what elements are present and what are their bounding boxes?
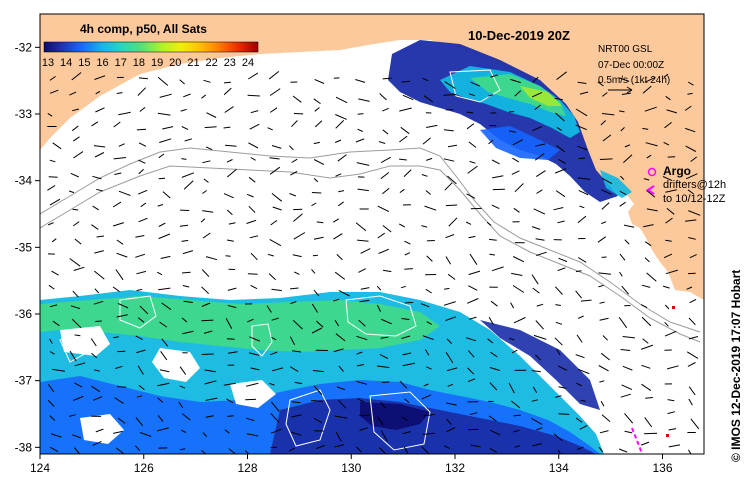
colorbar-tick-label: 20 xyxy=(169,57,181,69)
current-vector xyxy=(95,321,102,322)
longitude-axis: 124 126 128 130 132 134 136 xyxy=(30,454,673,475)
lat-tick-label: -35 xyxy=(15,240,33,254)
current-vector xyxy=(404,269,413,270)
lon-tick-label: 136 xyxy=(652,461,672,475)
colorbar-title: 4h comp, p50, All Sats xyxy=(80,22,207,36)
lat-tick-label: -32 xyxy=(15,40,33,54)
current-vector xyxy=(644,433,657,434)
vector-scale-label: 0.5m/s (1kt 24h) xyxy=(598,75,670,86)
product-label: NRT00 GSL xyxy=(598,44,653,55)
lon-tick-label: 128 xyxy=(237,461,257,475)
lon-tick-label: 132 xyxy=(445,461,465,475)
current-vector xyxy=(559,414,570,415)
current-vector xyxy=(600,159,613,160)
credit-label: © IMOS 12-Dec-2019 17:07 Hobart xyxy=(729,270,743,462)
colorbar-tick-label: 22 xyxy=(206,57,218,69)
current-vector xyxy=(382,382,389,383)
lat-tick-label: -36 xyxy=(15,307,33,321)
current-vector xyxy=(182,272,191,273)
current-vector xyxy=(159,178,165,179)
current-vector xyxy=(49,177,58,178)
current-vector xyxy=(446,205,457,206)
current-vector xyxy=(202,354,214,355)
current-vector xyxy=(358,114,364,115)
lon-tick-label: 134 xyxy=(549,461,569,475)
vector-time-label: 07-Dec 00:00Z xyxy=(598,60,664,71)
current-vector xyxy=(224,82,231,83)
current-vector xyxy=(313,255,318,256)
colorbar-tick-label: 23 xyxy=(224,57,236,69)
argo-label: Argo xyxy=(663,164,691,178)
map-title: 10-Dec-2019 20Z xyxy=(468,28,570,43)
colorbar-tick-label: 17 xyxy=(115,57,127,69)
colorbar-gradient xyxy=(44,42,258,52)
colorbar-tick-label: 19 xyxy=(151,57,163,69)
current-vector xyxy=(359,415,370,416)
lon-tick-label: 124 xyxy=(30,461,50,475)
current-vector xyxy=(117,387,126,388)
colorbar-tick-label: 13 xyxy=(42,57,54,69)
drifter-sublabel: to 10/12-12Z xyxy=(663,193,726,205)
colorbar-tick-label: 24 xyxy=(242,57,254,69)
lat-tick-label: -34 xyxy=(15,174,33,188)
drifter-label: drifters@12h xyxy=(663,179,726,191)
lat-tick-label: -38 xyxy=(15,440,33,454)
colorbar-tick-label: 21 xyxy=(187,57,199,69)
colorbar-tick-label: 16 xyxy=(96,57,108,69)
lon-tick-label: 130 xyxy=(341,461,361,475)
current-vector xyxy=(201,320,213,321)
current-vector xyxy=(226,256,231,257)
colorbar-tick-label: 14 xyxy=(60,57,72,69)
lat-tick-label: -37 xyxy=(15,374,33,388)
current-vector xyxy=(248,274,258,275)
current-vector xyxy=(402,81,411,82)
lat-tick-label: -33 xyxy=(15,107,33,121)
current-vector xyxy=(137,129,146,130)
lon-tick-label: 126 xyxy=(134,461,154,475)
latitude-axis: -32 -33 -34 -35 -36 -37 -38 xyxy=(15,40,40,454)
current-vector xyxy=(443,95,456,96)
current-vector xyxy=(579,158,585,159)
current-vector xyxy=(312,193,321,194)
current-vector xyxy=(248,95,260,96)
current-vector xyxy=(227,416,233,417)
colorbar-tick-label: 18 xyxy=(133,57,145,69)
colorbar-tick-label: 15 xyxy=(78,57,90,69)
